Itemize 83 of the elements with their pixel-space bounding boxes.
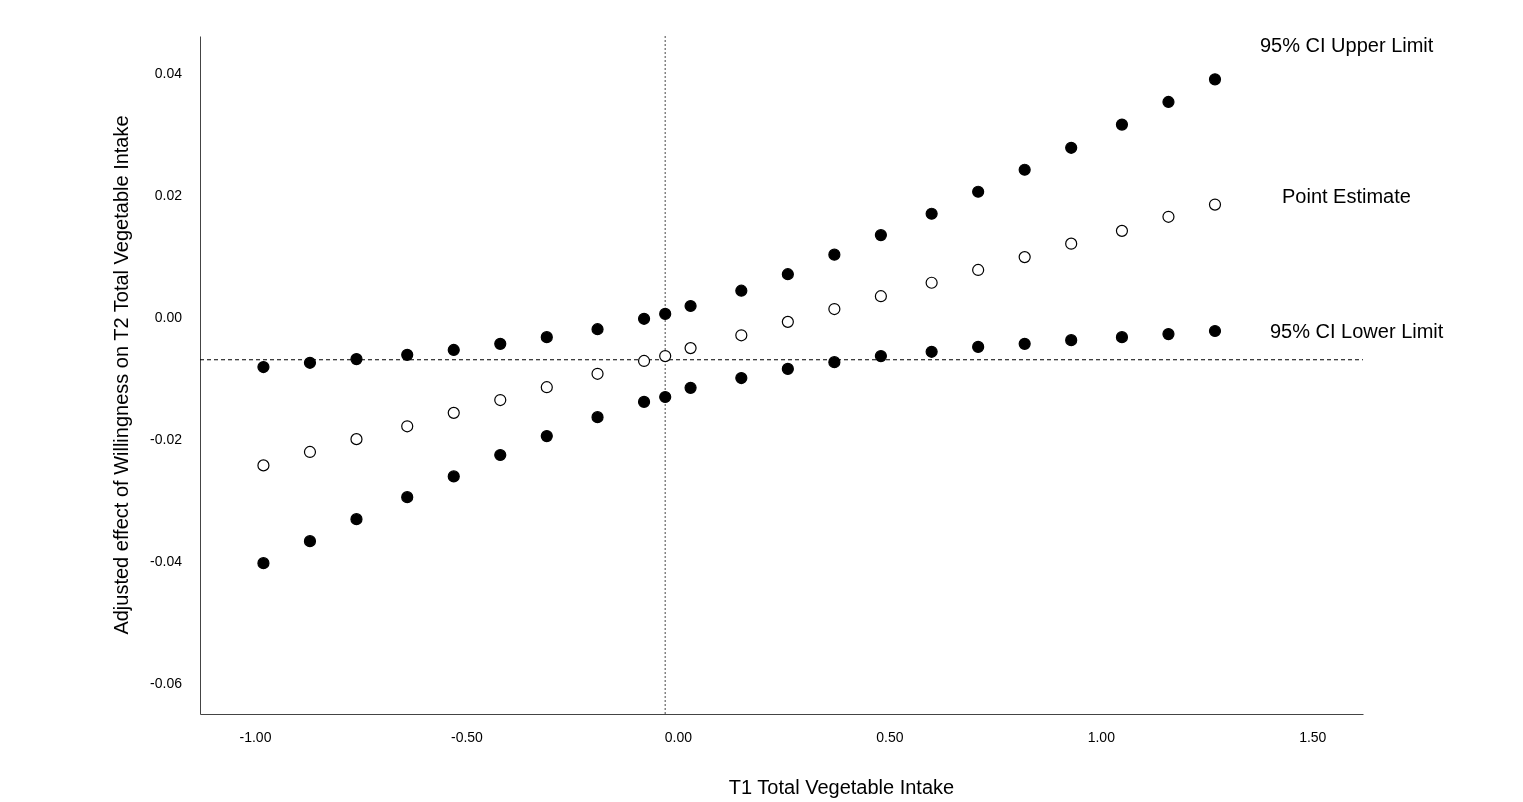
point — [637, 312, 651, 325]
x-tick-label: 1.00 — [1087, 728, 1116, 745]
point — [540, 331, 553, 344]
x-tick-label: -0.50 — [450, 728, 484, 745]
point — [350, 433, 363, 446]
point — [303, 445, 317, 459]
point — [401, 348, 414, 361]
point — [494, 393, 507, 407]
point — [591, 411, 604, 424]
point — [972, 340, 985, 353]
y-tick-label: 0.00 — [154, 308, 183, 325]
point — [1018, 251, 1031, 264]
point — [874, 349, 887, 363]
point — [257, 360, 270, 374]
point — [540, 381, 553, 394]
point — [828, 302, 841, 316]
point — [447, 470, 460, 483]
text: 95% CI Upper Limit — [1259, 34, 1434, 57]
point — [874, 229, 887, 242]
point — [1018, 163, 1031, 176]
point — [303, 535, 317, 548]
point — [735, 329, 748, 342]
point — [972, 263, 985, 277]
x-tick-label: 0.00 — [664, 728, 693, 745]
y-tick-label: 0.02 — [154, 186, 183, 203]
point — [1065, 334, 1078, 347]
point — [874, 290, 887, 303]
point — [925, 345, 938, 358]
point — [1018, 337, 1031, 350]
point — [735, 284, 748, 297]
point — [1065, 141, 1078, 154]
point — [257, 459, 270, 472]
point — [1115, 331, 1129, 344]
point — [659, 307, 672, 321]
point — [637, 354, 651, 368]
point — [659, 390, 672, 404]
point — [684, 381, 697, 394]
point — [1208, 73, 1222, 86]
point — [1162, 327, 1175, 341]
point — [494, 337, 507, 350]
point — [1162, 210, 1175, 223]
point — [447, 343, 460, 357]
point — [591, 323, 604, 336]
x-tick-label: 1.50 — [1299, 728, 1327, 745]
point — [735, 371, 748, 385]
point — [684, 342, 697, 355]
y-tick-label: 0.04 — [154, 64, 183, 81]
y-tick-label: -0.06 — [150, 675, 183, 692]
point — [637, 395, 651, 408]
point — [257, 557, 270, 570]
point — [828, 248, 841, 261]
y-tick-label: -0.02 — [150, 431, 183, 448]
point — [1162, 95, 1175, 109]
point — [1208, 198, 1222, 211]
point — [591, 367, 604, 380]
point — [781, 268, 794, 281]
point — [350, 513, 363, 526]
point — [494, 448, 507, 462]
point — [303, 356, 317, 369]
point — [1208, 324, 1222, 338]
point — [828, 356, 841, 369]
text: Point Estimate — [1281, 184, 1411, 207]
y-tick-label: -0.04 — [150, 553, 183, 570]
point — [925, 276, 938, 289]
point — [781, 362, 794, 375]
point — [540, 429, 553, 443]
text: 95% CI Lower Limit — [1269, 320, 1444, 343]
y-axis-title: Adjusted effect of Willingness on T2 Total Vegetable Intake — [110, 115, 132, 635]
point — [401, 420, 414, 433]
point — [972, 185, 985, 198]
point — [401, 491, 414, 504]
point — [781, 315, 794, 328]
x-tick-label: 0.50 — [876, 728, 904, 745]
point — [684, 299, 697, 313]
point — [1115, 118, 1129, 131]
point — [350, 353, 363, 366]
point — [1115, 224, 1129, 237]
x-tick-label: -1.00 — [239, 728, 272, 745]
point — [447, 406, 460, 419]
point — [925, 207, 938, 220]
point — [659, 349, 672, 363]
x-axis-title: T1 Total Vegetable Intake — [728, 776, 955, 798]
point — [1065, 237, 1078, 250]
